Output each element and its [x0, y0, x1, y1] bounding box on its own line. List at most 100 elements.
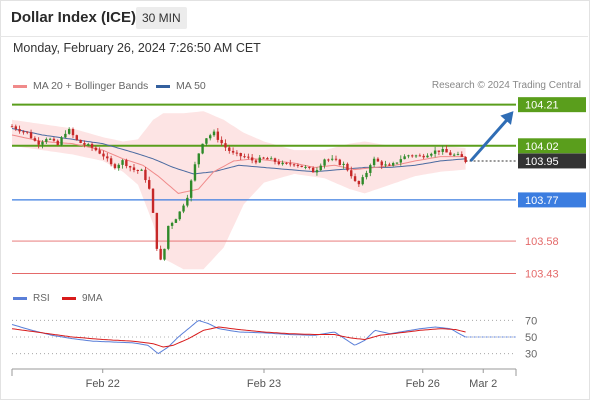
candle-body: [433, 150, 437, 154]
candle-body: [14, 126, 18, 130]
candle-body: [441, 148, 444, 152]
candle-body: [26, 131, 29, 133]
candle-body: [109, 158, 113, 165]
level-label-104-02: 104.02: [525, 141, 559, 153]
ma20-line: [11, 134, 466, 194]
candle-body: [292, 164, 296, 166]
candle-body: [113, 164, 117, 169]
candle-body: [315, 170, 319, 173]
candle-body: [163, 248, 166, 260]
rsi-swatch: [13, 296, 27, 300]
candle-body: [254, 160, 258, 163]
candle-body: [281, 162, 284, 165]
candle-body: [369, 165, 372, 173]
level-tag-103-77: [518, 192, 586, 208]
candle-body: [216, 131, 220, 140]
candle-body: [18, 129, 21, 132]
timeframe-badge[interactable]: 30 MIN: [136, 7, 187, 29]
candle-body: [235, 152, 239, 154]
legend-rsi: RSI: [13, 293, 50, 304]
candle-body: [121, 160, 124, 165]
rsi-tick-label-50: 50: [525, 332, 537, 344]
candle-body: [83, 143, 86, 145]
candle-body: [178, 211, 181, 220]
level-tag-103-95: [518, 153, 586, 169]
candle-body: [346, 163, 349, 171]
x-tick-label: Mar 2: [469, 378, 497, 390]
candle-body: [342, 163, 345, 165]
candle-body: [422, 155, 425, 158]
candle-body: [239, 152, 242, 157]
candle-body: [94, 147, 98, 151]
candle-body: [430, 153, 433, 156]
candle-body: [376, 158, 380, 162]
candle-body: [445, 148, 448, 153]
legend-ma20: MA 20 + Bollinger Bands: [13, 80, 148, 92]
candle-body: [464, 156, 467, 163]
candle-body: [250, 157, 254, 161]
candle-body: [102, 153, 105, 157]
candle-body: [304, 166, 307, 168]
candle-body: [296, 164, 300, 166]
candle-body: [167, 225, 170, 249]
x-tick-label: Feb 26: [406, 378, 440, 390]
candle-body: [170, 222, 174, 226]
candle-body: [159, 248, 162, 260]
candle-body: [132, 167, 136, 171]
candle-body: [308, 166, 311, 168]
candle-body: [391, 163, 395, 166]
candle-body: [140, 169, 143, 171]
candle-body: [228, 147, 231, 151]
legend-rsi-label: RSI: [33, 293, 50, 304]
candle-body: [90, 144, 94, 148]
candle-body: [193, 164, 197, 181]
ma20-swatch: [13, 84, 27, 88]
candle-body: [10, 126, 14, 128]
candle-body: [262, 157, 265, 159]
candle-body: [365, 172, 368, 178]
candle-body: [79, 139, 82, 144]
candle-body: [258, 157, 261, 163]
candle-body: [437, 150, 441, 152]
level-tag-104-21: [518, 97, 586, 113]
candle-body: [399, 159, 402, 163]
candle-body: [311, 167, 315, 173]
x-tick-label: Feb 22: [86, 378, 120, 390]
level-label-103-95: 103.95: [525, 156, 559, 168]
candle-body: [270, 158, 273, 160]
candle-body: [426, 155, 429, 158]
instrument-title: Dollar Index (ICE): [11, 9, 137, 26]
rsi-ma-line: [11, 326, 466, 348]
candle-body: [201, 143, 204, 154]
candle-body: [327, 159, 330, 161]
candle-body: [418, 155, 422, 157]
candle-body: [205, 138, 208, 144]
candle-body: [372, 158, 376, 166]
candle-body: [128, 166, 132, 168]
legend-ma50: MA 50: [156, 80, 206, 92]
candle-body: [350, 170, 353, 177]
level-label-103-77: 103.77: [525, 195, 559, 207]
forecast-arrow-head: [500, 111, 514, 125]
candle-body: [357, 180, 361, 185]
candle-body: [460, 154, 463, 157]
bollinger-band: [12, 111, 466, 270]
candle-body: [144, 169, 147, 181]
ma50-line: [11, 128, 466, 175]
candle-body: [29, 132, 33, 139]
level-label-103-58: 103.58: [525, 236, 559, 248]
candle-body: [56, 140, 59, 145]
candle-body: [64, 133, 67, 138]
datetime-label: Monday, February 26, 2024 7:26:50 AM CET: [13, 41, 261, 55]
candle-body: [384, 164, 387, 166]
forecast-arrow-shaft: [469, 117, 510, 162]
legend-ma20-label: MA 20 + Bollinger Bands: [33, 80, 149, 92]
candle-body: [449, 152, 452, 156]
candle-body: [361, 177, 364, 185]
candle-body: [189, 180, 193, 198]
candle-body: [125, 160, 128, 167]
candle-body: [353, 176, 357, 181]
candle-body: [220, 139, 223, 144]
level-label-103-43: 103.43: [525, 269, 559, 281]
